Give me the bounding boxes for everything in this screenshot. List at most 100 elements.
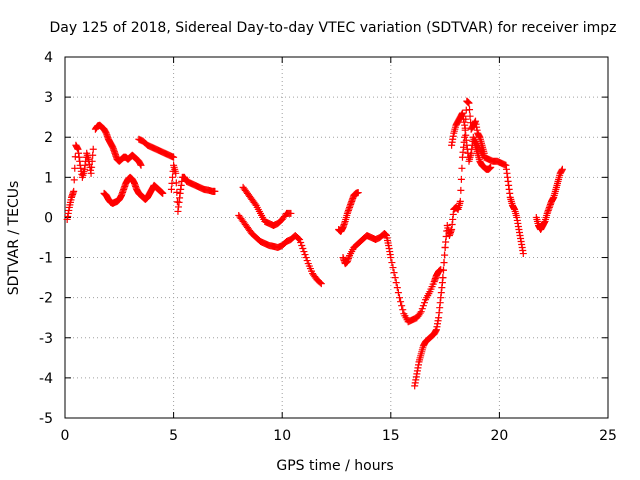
data-point [317, 280, 325, 288]
data-series [235, 211, 325, 288]
data-point [439, 266, 447, 274]
data-point [302, 254, 310, 262]
y-tick-label: -3 [39, 331, 53, 347]
data-point [457, 175, 465, 183]
y-tick-label: 1 [44, 170, 53, 186]
data-point [211, 187, 219, 195]
data-point [294, 235, 302, 243]
data-point [169, 173, 177, 181]
axis-ticks: 0 5 10 15 20 25 -5 -4 -3 -2 -1 0 1 2 3 4 [39, 50, 617, 444]
x-axis-label: GPS time / hours [276, 458, 393, 474]
data-series [91, 121, 145, 169]
data-point [87, 169, 95, 177]
y-tick-label: -1 [39, 251, 53, 267]
data-point [89, 151, 97, 159]
data-point [172, 169, 180, 177]
data-point [389, 264, 397, 272]
data-series [63, 141, 97, 223]
data-series [335, 189, 362, 235]
data-point [420, 299, 428, 307]
data-point [487, 163, 495, 171]
y-tick-label: 3 [44, 90, 53, 106]
data-series [339, 229, 445, 326]
data-point [439, 274, 447, 282]
data-series [472, 137, 527, 258]
y-axis-label: SDTVAR / TECUs [6, 181, 22, 296]
data-point [70, 176, 78, 184]
data-point [395, 294, 403, 302]
chart-title: Day 125 of 2018, Sidereal Day-to-day VTE… [50, 20, 617, 36]
plot-frame [64, 56, 609, 419]
data-points [63, 97, 566, 390]
data-point [458, 164, 466, 172]
data-point [398, 302, 406, 310]
grid-lines [65, 57, 608, 418]
data-point [558, 165, 566, 173]
data-point [392, 279, 400, 287]
x-tick-label: 20 [490, 428, 508, 444]
data-point [88, 163, 96, 171]
data-point [299, 245, 307, 253]
data-point [419, 302, 427, 310]
data-series [167, 161, 219, 215]
data-point [441, 251, 449, 259]
data-point [298, 242, 306, 250]
data-point [393, 284, 401, 292]
data-point [70, 187, 78, 195]
data-point [387, 254, 395, 262]
y-tick-label: -5 [39, 411, 53, 427]
data-point [466, 106, 474, 114]
data-point [418, 305, 426, 313]
data-point [297, 239, 305, 247]
data-point [394, 289, 402, 297]
data-point [89, 145, 97, 153]
data-point [465, 99, 473, 107]
data-point [440, 259, 448, 267]
data-point [457, 186, 465, 194]
data-point [416, 309, 424, 317]
data-series [439, 97, 488, 282]
data-point [88, 157, 96, 165]
data-point [391, 274, 399, 282]
data-point [399, 306, 407, 314]
data-series [239, 183, 295, 229]
data-point [466, 112, 474, 120]
y-tick-label: 2 [44, 130, 53, 146]
data-point [172, 179, 180, 187]
data-point [300, 248, 308, 256]
data-point [173, 188, 181, 196]
y-tick-label: -4 [39, 371, 53, 387]
data-point [170, 153, 178, 161]
data-point [287, 209, 295, 217]
x-tick-label: 15 [382, 428, 400, 444]
data-point [397, 298, 405, 306]
x-tick-label: 0 [61, 428, 70, 444]
x-tick-label: 5 [169, 428, 178, 444]
x-tick-label: 25 [599, 428, 617, 444]
y-tick-label: -2 [39, 291, 53, 307]
data-point [296, 236, 304, 244]
data-point [390, 269, 398, 277]
y-tick-label: 4 [44, 50, 53, 66]
data-point [417, 308, 425, 316]
data-series [135, 135, 178, 161]
data-series [411, 244, 449, 390]
data-point [301, 251, 309, 259]
data-point [354, 189, 362, 197]
data-point [251, 200, 259, 208]
data-point [316, 279, 324, 287]
data-point [519, 250, 527, 258]
y-tick-label: 0 [44, 210, 53, 226]
x-tick-label: 10 [273, 428, 291, 444]
data-series [100, 173, 167, 207]
data-series [448, 109, 495, 173]
data-point [137, 161, 145, 169]
data-point [167, 185, 175, 193]
data-point [159, 189, 167, 197]
data-point [388, 259, 396, 267]
data-point [456, 197, 464, 205]
data-point [71, 164, 79, 172]
data-series [532, 165, 566, 233]
data-point [303, 257, 311, 265]
